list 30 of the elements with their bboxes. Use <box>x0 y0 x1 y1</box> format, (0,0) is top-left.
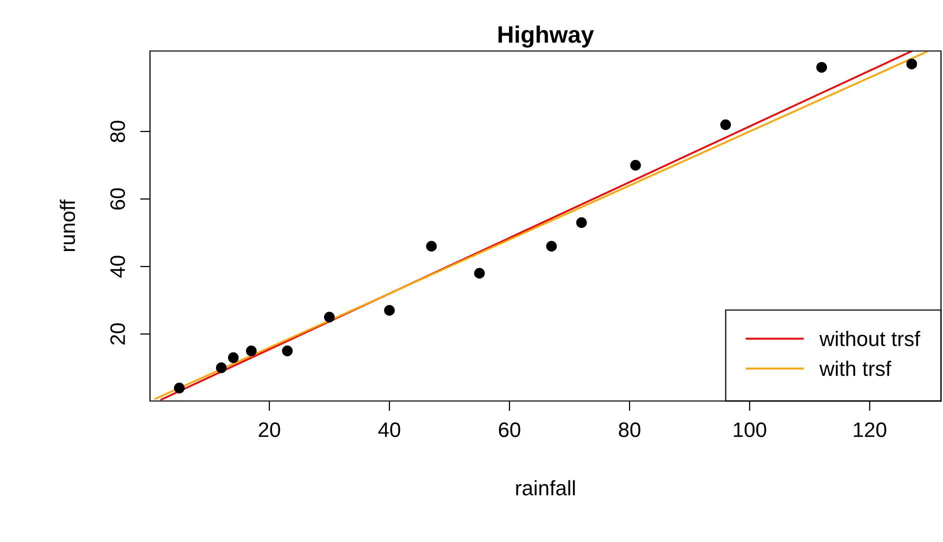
point <box>906 58 918 70</box>
point <box>720 119 731 130</box>
legend-label: with trsf <box>819 360 892 376</box>
point <box>384 305 395 316</box>
y-tick-label: 20 <box>110 323 126 345</box>
point <box>474 268 485 279</box>
point <box>576 217 587 228</box>
y-tick-label: 80 <box>110 120 126 142</box>
point <box>324 312 335 322</box>
point <box>282 346 293 356</box>
point <box>216 362 227 374</box>
point <box>174 382 185 394</box>
y-tick-label: 40 <box>110 256 126 278</box>
chart-title: Highway <box>498 26 594 48</box>
x-tick-label: 40 <box>378 422 400 438</box>
y-tick-label: 60 <box>110 188 126 210</box>
x-tick-label: 100 <box>734 422 766 438</box>
x-tick-label: 20 <box>258 422 280 438</box>
legend-label: without trsf <box>819 330 920 346</box>
x-axis-title: rainfall <box>516 480 575 496</box>
x-tick-label: 80 <box>618 422 640 438</box>
point <box>630 160 641 171</box>
point <box>426 240 437 252</box>
point <box>816 62 828 73</box>
point <box>546 240 557 252</box>
point <box>228 352 239 364</box>
y-axis-title: runoff <box>60 200 76 252</box>
point <box>246 346 257 356</box>
x-tick-label: 120 <box>854 422 886 438</box>
x-tick-label: 60 <box>498 422 520 438</box>
